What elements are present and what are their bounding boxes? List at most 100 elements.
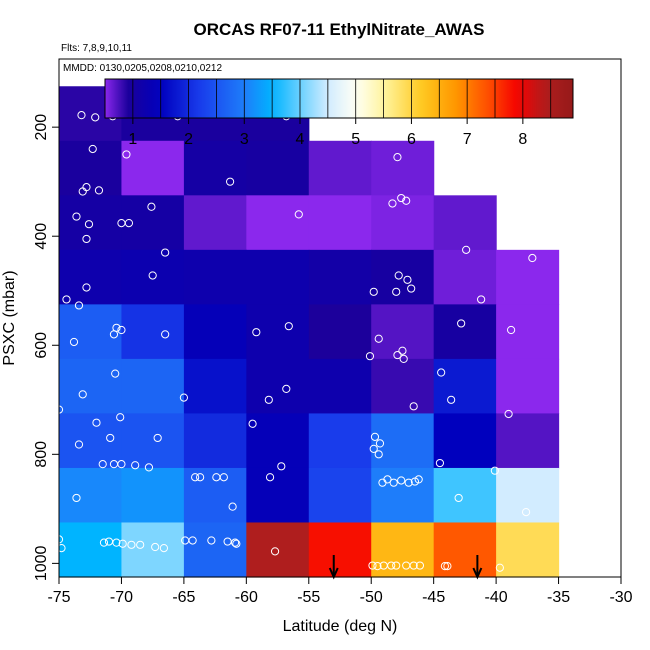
sample-point (521, 508, 531, 517)
sample-point (159, 544, 169, 553)
heatmap-cell (59, 358, 123, 415)
heatmap-cell (496, 413, 560, 469)
sample-point (365, 352, 375, 361)
heatmap-cell (496, 249, 560, 305)
heatmap-cell (371, 249, 435, 305)
y-tick-label: 1000 (33, 545, 50, 581)
sample-point (196, 473, 205, 482)
x-tick-label: -35 (547, 589, 570, 606)
sample-point (112, 538, 121, 547)
sample-point (161, 330, 170, 339)
sample-point (397, 476, 406, 485)
heatmap-cell (59, 304, 123, 360)
sample-point (398, 346, 407, 355)
sample-point (117, 460, 126, 469)
sample-point (74, 440, 84, 449)
colorbar-tick-label: 3 (240, 131, 249, 148)
sample-point (394, 271, 403, 280)
sample-point (122, 150, 131, 159)
heatmap-cell (121, 467, 185, 524)
sample-point (153, 433, 162, 443)
sample-point (219, 473, 228, 482)
heatmap-cell (183, 358, 247, 415)
sample-point (118, 539, 127, 548)
sample-point (383, 475, 392, 484)
sample-point (409, 561, 418, 570)
x-tick-label: -75 (47, 589, 70, 606)
sample-point (109, 330, 119, 339)
sample-point (62, 295, 71, 304)
heatmap-cell (308, 195, 372, 251)
x-tick-label: -55 (297, 589, 320, 606)
sample-point (415, 561, 425, 570)
heatmap-cell (59, 522, 123, 578)
x-tick-label: -70 (110, 589, 133, 606)
x-tick-label: -45 (422, 589, 445, 606)
sample-point (98, 460, 107, 469)
sample-point (374, 450, 383, 459)
sample-point (72, 212, 81, 221)
heatmap-cell (308, 304, 372, 360)
sample-point (147, 202, 156, 211)
sample-point (82, 234, 91, 244)
sample-point (94, 186, 104, 195)
sample-point (397, 193, 406, 203)
heatmap-cell (371, 413, 435, 469)
x-axis-label: Latitude (deg N) (283, 618, 398, 635)
heatmap-cell (496, 358, 560, 415)
sample-point (507, 325, 516, 335)
sample-point (477, 295, 486, 304)
heatmap-cell (371, 304, 435, 360)
sample-point (116, 413, 125, 422)
sample-point (388, 199, 397, 208)
sample-point (207, 536, 216, 545)
heatmap-cell (246, 249, 310, 305)
sample-point (124, 219, 134, 228)
dates-label: MMDD: 0130,0205,0208,0210,0212 (63, 63, 222, 74)
sample-point (91, 113, 100, 122)
sample-point (414, 475, 423, 484)
x-tick-label: -40 (485, 589, 508, 606)
sample-point (373, 561, 382, 571)
colorbar-tick-label: 1 (128, 131, 137, 148)
heatmap-cell (121, 358, 185, 415)
heatmap-cell (121, 304, 185, 360)
heatmap-cell (433, 195, 497, 251)
colorbar-tick-label: 5 (351, 131, 360, 148)
sample-point (437, 368, 446, 377)
sample-point (407, 284, 416, 293)
sample-point (277, 462, 286, 471)
x-tick-label: -60 (235, 589, 258, 606)
sample-point (265, 473, 275, 482)
sample-point (495, 563, 504, 572)
colorbar-tick-label: 7 (463, 131, 472, 148)
heatmap-cell (183, 522, 247, 578)
heatmap-cell (308, 413, 372, 469)
colorbar-tick-label: 8 (518, 131, 527, 148)
sample-point (392, 561, 401, 570)
y-axis: 200 400 600 800 1000 (33, 114, 59, 581)
sample-point (409, 402, 418, 411)
sample-point (88, 144, 97, 154)
x-axis: -75 -70 -65 -60 -55 -50 -45 -40 -35 -30 (47, 577, 633, 606)
heatmap-cell (246, 467, 310, 524)
sample-point (454, 493, 463, 503)
x-tick-label: -30 (609, 589, 632, 606)
sample-point (136, 540, 145, 549)
heatmap-cell (433, 304, 497, 360)
chart-title: ORCAS RF07-11 EthylNitrate_AWAS (194, 20, 485, 39)
sample-point (443, 561, 452, 571)
heatmap-cell (246, 358, 310, 415)
heatmap-cell (246, 522, 310, 578)
sample-point (226, 177, 235, 186)
sample-point (74, 301, 84, 310)
sample-points (54, 111, 537, 572)
heatmap-cell (183, 195, 247, 251)
x-tick-label: -50 (360, 589, 383, 606)
sample-point (369, 444, 378, 453)
x-tick-label: -65 (172, 589, 195, 606)
sample-point (144, 463, 154, 472)
sample-point (264, 395, 273, 404)
y-tick-label: 400 (33, 223, 50, 250)
sample-point (82, 283, 91, 292)
